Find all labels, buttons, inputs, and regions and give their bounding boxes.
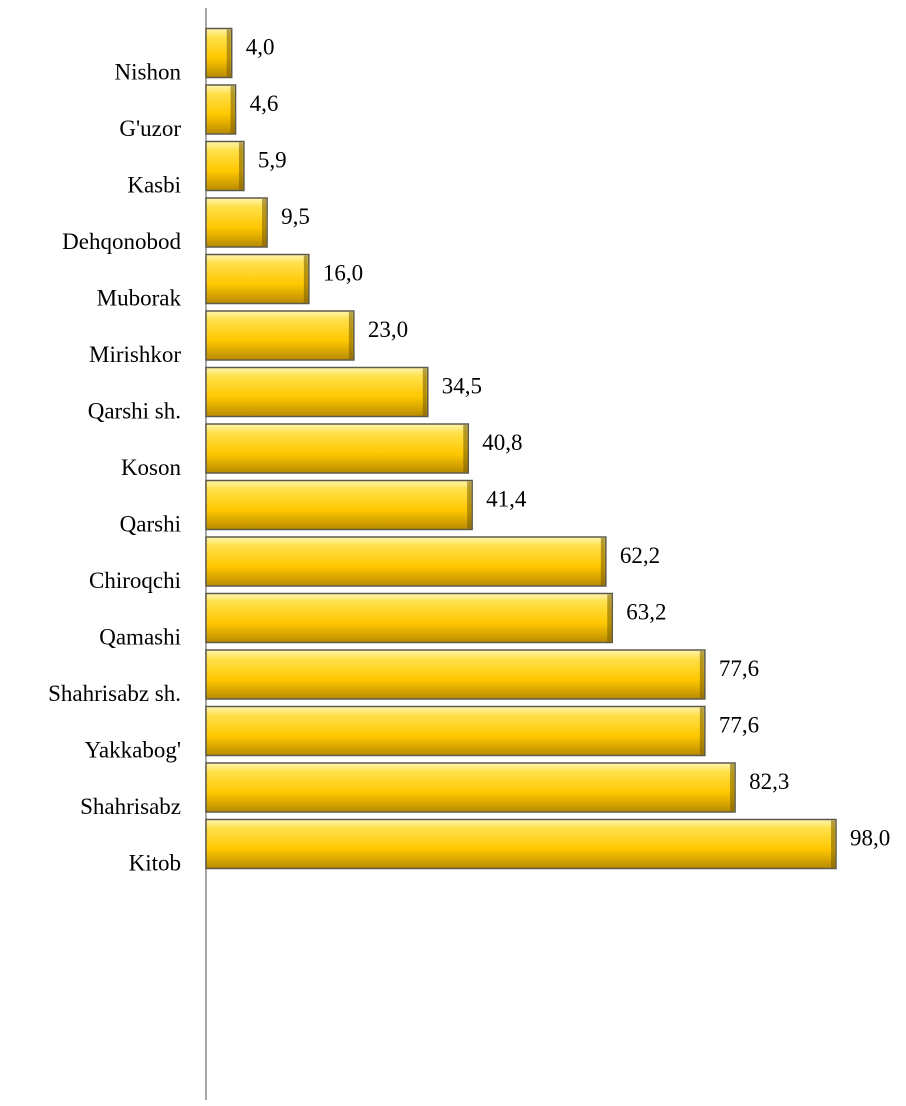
category-label: Shahrisabz [80,794,181,819]
category-label: Muborak [97,285,182,310]
bar-bevel [262,199,267,246]
value-label: 40,8 [482,430,522,455]
category-label: Chiroqchi [89,568,181,593]
bar-bevel [348,312,353,359]
bar [205,197,268,248]
category-label: Qamashi [99,624,181,649]
bar [205,536,607,587]
bar-bevel [831,820,835,868]
value-label: 41,4 [486,486,527,511]
bar [205,818,837,870]
value-label: 23,0 [368,317,408,342]
bar-bevel [730,764,735,811]
bar [205,253,310,305]
bar-bevel [463,425,468,472]
category-label: G'uzor [119,116,181,141]
bar [205,649,706,700]
bar [205,423,470,474]
value-label: 5,9 [258,147,287,172]
value-label: 16,0 [323,260,363,285]
bar-bevel [699,651,704,698]
bar [205,140,245,192]
category-label: Qarshi sh. [88,398,181,423]
category-label: Shahrisabz sh. [48,681,181,706]
bar [205,705,706,757]
value-label: 4,6 [250,91,279,116]
category-label: Mirishkor [89,342,181,367]
value-label: 34,5 [442,373,482,398]
value-label: 77,6 [719,712,759,737]
bar-bevel [467,481,472,529]
bar-bevel [699,707,704,755]
value-label: 63,2 [626,599,666,624]
bar-bevel [226,29,231,77]
category-label: Yakkabog' [85,737,181,762]
category-label: Nishon [115,59,182,84]
category-label: Koson [121,455,182,480]
category-label: Dehqonobod [62,229,181,254]
bar [205,762,736,813]
bar-bevel [303,255,308,303]
bar-bevel [230,86,235,133]
category-label: Kasbi [127,172,181,197]
bar-bevel [607,594,612,642]
bar [205,310,355,361]
value-label: 77,6 [719,656,759,681]
bar [205,366,429,418]
bar [205,479,473,531]
value-label: 82,3 [749,769,789,794]
value-label: 62,2 [620,543,660,568]
value-label: 9,5 [281,204,310,229]
value-label: 4,0 [246,34,275,59]
category-label: Kitob [129,850,181,875]
value-label: 98,0 [850,825,890,850]
bar [205,592,614,644]
bar-bevel [238,142,243,190]
bar-bevel [422,368,427,416]
bar-bevel [600,538,605,585]
category-label: Qarshi [120,511,181,536]
